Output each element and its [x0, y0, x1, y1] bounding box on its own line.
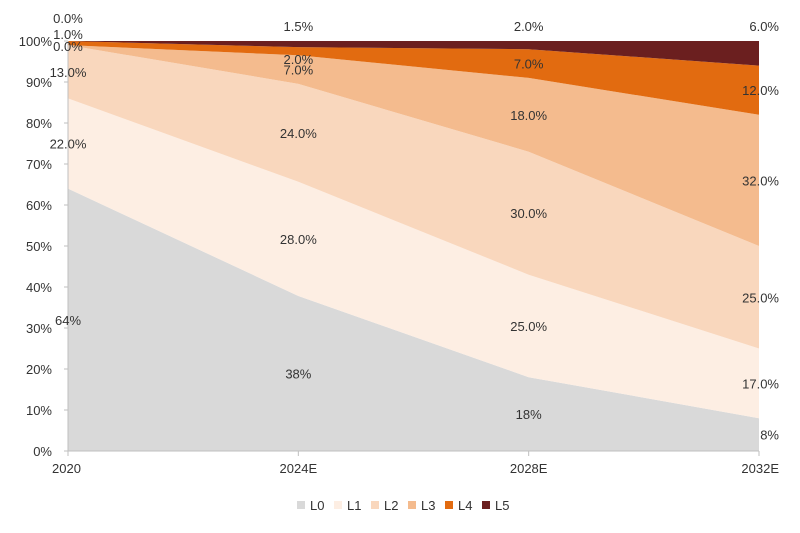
legend-swatch-l1 [334, 501, 342, 509]
data-label-l5-2032e: 6.0% [749, 19, 779, 34]
y-tick-label: 100% [19, 34, 53, 49]
data-label-l4-2020: 1.0% [53, 27, 83, 42]
data-label-l4-2024e: 2.0% [284, 52, 314, 67]
y-tick-label: 80% [26, 116, 52, 131]
data-label-l0-2028e: 18% [516, 407, 542, 422]
legend-label-l5: L5 [495, 498, 509, 513]
legend-swatch-l4 [445, 501, 453, 509]
legend-swatch-l2 [371, 501, 379, 509]
y-tick-label: 70% [26, 157, 52, 172]
data-label-l3-2032e: 32.0% [742, 173, 779, 188]
legend: L0 L1 L2 L3 L4 L5 [297, 498, 509, 513]
data-label-l5-2024e: 1.5% [284, 19, 314, 34]
data-label-l1-2020: 22.0% [50, 137, 87, 152]
x-tick-label: 2032E [741, 461, 779, 476]
data-labels-layer: 64% 38% 18% 8% 22.0% 28.0% 25.0% 17.0% 13.0% 24.0… [50, 11, 780, 443]
y-tick-label: 60% [26, 198, 52, 213]
area-l5 [68, 41, 759, 66]
data-label-l5-2020: 0.0% [53, 11, 83, 26]
y-tick-label: 10% [26, 403, 52, 418]
x-tick-label: 2028E [510, 461, 548, 476]
area-l2 [68, 45, 759, 349]
data-label-l1-2024e: 28.0% [280, 232, 317, 247]
legend-swatch-l3 [408, 501, 416, 509]
data-label-l2-2032e: 25.0% [742, 290, 779, 305]
y-tick-label: 0% [33, 444, 52, 459]
legend-label-l2: L2 [384, 498, 398, 513]
area-l0 [68, 188, 759, 451]
legend-label-l1: L1 [347, 498, 361, 513]
area-l1 [68, 98, 759, 419]
data-label-l2-2028e: 30.0% [510, 206, 547, 221]
data-label-l3-2028e: 18.0% [510, 108, 547, 123]
data-label-l3-2020: 0.0% [53, 39, 83, 54]
data-label-l2-2020: 13.0% [50, 65, 87, 80]
legend-label-l3: L3 [421, 498, 435, 513]
legend-label-l0: L0 [310, 498, 324, 513]
data-label-l1-2028e: 25.0% [510, 319, 547, 334]
legend-label-l4: L4 [458, 498, 472, 513]
x-tick-label: 2024E [280, 461, 318, 476]
legend-swatch-l0 [297, 501, 305, 509]
data-label-l0-2024e: 38% [285, 366, 311, 381]
y-tick-label: 40% [26, 280, 52, 295]
x-tick-label: 2020 [52, 461, 81, 476]
y-tick-label: 50% [26, 239, 52, 254]
y-tick-label: 90% [26, 75, 52, 90]
y-tick-label: 20% [26, 362, 52, 377]
axes-layer: 0% 10% 20% 30% 40% 50% 60% 70% 80% 90% 100% 2020 202… [19, 34, 780, 476]
data-label-l4-2028e: 7.0% [514, 57, 544, 72]
areas-layer [68, 41, 759, 451]
data-label-l4-2032e: 12.0% [742, 83, 779, 98]
legend-swatch-l5 [482, 501, 490, 509]
area-l3 [68, 45, 759, 246]
area-l4 [68, 41, 759, 115]
data-label-l3-2024e: 7.0% [284, 63, 314, 78]
data-label-l0-2032e: 8% [760, 428, 779, 443]
data-label-l1-2032e: 17.0% [742, 376, 779, 391]
data-label-l2-2024e: 24.0% [280, 126, 317, 141]
data-label-l0-2020: 64% [55, 313, 81, 328]
data-label-l5-2028e: 2.0% [514, 19, 544, 34]
y-tick-label: 30% [26, 321, 52, 336]
